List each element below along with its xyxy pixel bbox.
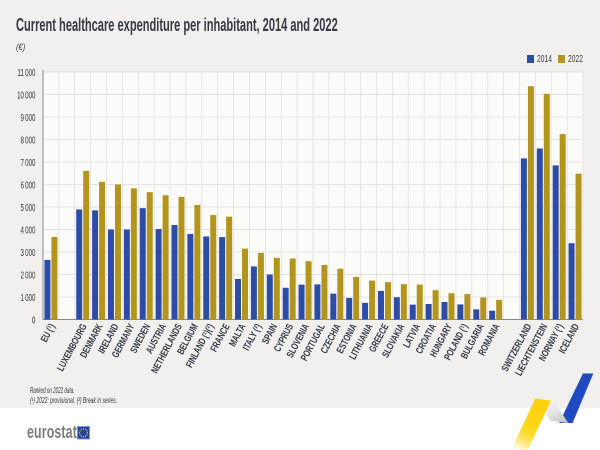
svg-text:2 000: 2 000 bbox=[21, 269, 36, 281]
svg-text:11 000: 11 000 bbox=[18, 67, 36, 79]
svg-text:EU (¹): EU (¹) bbox=[38, 322, 57, 344]
svg-text:4 000: 4 000 bbox=[21, 224, 36, 236]
svg-text:1 000: 1 000 bbox=[21, 292, 36, 304]
svg-text:9 000: 9 000 bbox=[21, 112, 36, 124]
svg-text:3 000: 3 000 bbox=[21, 247, 36, 259]
svg-text:7 000: 7 000 bbox=[21, 157, 36, 169]
svg-text:5 000: 5 000 bbox=[21, 202, 36, 214]
svg-text:10 000: 10 000 bbox=[17, 89, 36, 101]
svg-text:8 000: 8 000 bbox=[21, 134, 36, 146]
svg-text:6 000: 6 000 bbox=[21, 179, 36, 191]
svg-text:0: 0 bbox=[32, 314, 36, 326]
